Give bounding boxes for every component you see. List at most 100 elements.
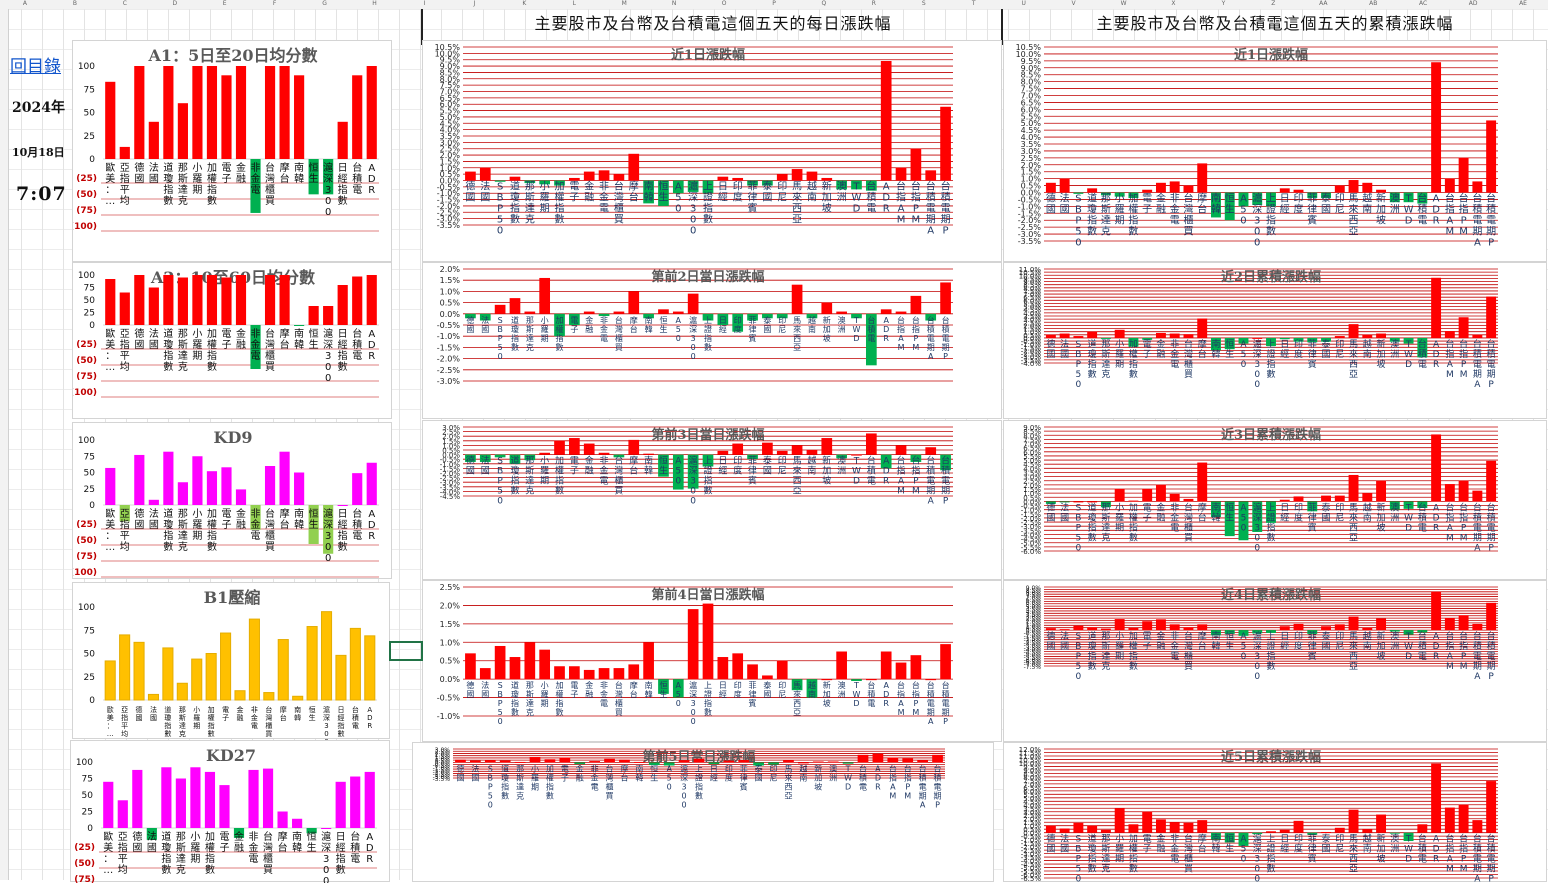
column-letter[interactable]: Y — [1221, 0, 1226, 7]
category-label: 加權指數 — [207, 328, 217, 373]
column-letter[interactable]: X — [1171, 0, 1176, 7]
bar — [732, 313, 744, 332]
column-letter[interactable]: AC — [1419, 0, 1428, 7]
bar — [827, 761, 839, 763]
chart-cum-1-panel[interactable]: 10.5% 10.0% 9.5% 9.0% 8.5% 8.0% 7.5% 7.0% 6.5% 6.… — [1003, 40, 1547, 262]
category-label: 馬來西亞 — [1349, 834, 1358, 875]
chart-daily-5-panel[interactable]: 3.0% 2.5% 2.0% 1.5% 1.0% 0.5% 0.0% -0.5% -1.0% -1… — [412, 742, 994, 882]
column-letter[interactable]: A — [22, 0, 27, 7]
column-letter[interactable]: S — [921, 0, 926, 7]
bar — [524, 180, 536, 184]
column-letter[interactable]: O — [721, 0, 727, 7]
bar — [1155, 819, 1166, 833]
column-letter[interactable]: T — [971, 0, 976, 7]
column-letter[interactable]: U — [1021, 0, 1026, 7]
bar — [250, 159, 261, 213]
column-letter[interactable]: D — [172, 0, 178, 7]
column-letter[interactable]: AD — [1468, 0, 1478, 7]
column-letter[interactable]: J — [473, 0, 476, 7]
column-letter[interactable]: AB — [1369, 0, 1378, 7]
column-letter[interactable]: P — [772, 0, 776, 7]
column-letter[interactable]: L — [572, 0, 576, 7]
y-tick-label: -2.0% — [437, 202, 461, 211]
column-letter[interactable]: H — [372, 0, 377, 7]
chart-cum-2-panel[interactable]: 11.0% 10.5% 10.0% 9.5% 9.0% 8.5% 8.0% 7.5% 7.0% 6… — [1003, 262, 1547, 419]
bar — [672, 180, 684, 194]
category-label: 金融 — [1156, 833, 1165, 855]
column-letter[interactable]: F — [272, 0, 277, 7]
category-label: 摩台 — [1198, 630, 1207, 652]
chart-cum-5-panel[interactable]: 12.0% 11.5% 11.0% 10.5% 10.0% 9.5% 9.0% 8.5% 8.0… — [1003, 742, 1547, 883]
column-letter[interactable]: K — [522, 0, 527, 7]
bar — [279, 66, 290, 159]
chart-a1-panel[interactable]: A1：5日至20日均分數 100 75 50 25 0 (25) (50) (75) (100) 歐… — [72, 40, 392, 262]
column-letter[interactable]: G — [322, 0, 327, 7]
column-letter[interactable]: AA — [1319, 0, 1328, 7]
category-label: 印度 — [1294, 833, 1303, 855]
bar — [857, 754, 869, 763]
bar — [663, 762, 675, 766]
column-letter[interactable]: M — [621, 0, 627, 7]
bar — [732, 177, 744, 181]
bar — [732, 443, 744, 455]
chart-daily-2-panel[interactable]: 2.0% 1.5% 1.0% 0.5% 0.0% -0.5% -1.0% -1.5% -2.0%… — [422, 262, 1002, 419]
y-tick-label: -3.5% — [1021, 854, 1042, 862]
bar — [465, 454, 476, 462]
y-tick-label: 10.0% — [435, 49, 461, 58]
column-letter[interactable]: AE — [1519, 0, 1527, 7]
bar — [1431, 434, 1442, 502]
column-letter[interactable]: R — [871, 0, 876, 7]
chart-daily-3-panel[interactable]: 3.0% 2.5% 2.0% 1.5% 1.0% 0.5% 0.0% -0.5% -1.0% -1… — [422, 420, 1002, 580]
chart-daily-1-panel[interactable]: 10.5% 10.0% 9.5% 9.0% 8.5% 8.0% 7.5% 7.0% 6.5% 6.… — [422, 40, 1002, 262]
bar — [1155, 182, 1166, 193]
category-label: 歐美：… — [105, 327, 115, 373]
category-label: 歐美：… — [103, 830, 113, 876]
chart-daily-4-panel[interactable]: 2.5% 2.0% 1.5% 1.0% 0.5% 0.0% -0.5% -1.0% 第前4日當日… — [422, 580, 1002, 742]
column-letter[interactable]: V — [1071, 0, 1076, 7]
category-label: 澳洲 — [829, 763, 837, 782]
category-label: 台指 P M — [1459, 630, 1468, 672]
y-tick-label: 4.5% — [440, 119, 461, 128]
bar — [235, 489, 247, 505]
chart-b1-panel[interactable]: B1壓縮 100 75 50 25 0 歐美：… 亞指平均 德國 法國 道瓊指數 那斯達克 小羅期 加權指… — [72, 582, 390, 740]
column-letter[interactable]: Z — [1271, 0, 1276, 7]
category-label: 那斯達克 — [1101, 339, 1110, 380]
column-letter[interactable]: W — [1120, 0, 1127, 7]
bar — [598, 452, 610, 455]
bar — [1293, 496, 1304, 502]
column-letter[interactable]: N — [671, 0, 677, 7]
category-label: 印尼 — [1335, 338, 1344, 360]
selected-cell[interactable] — [389, 641, 423, 661]
bar — [191, 658, 203, 701]
y-tick-label: -2.0% — [1021, 844, 1042, 852]
y-tick-label: -2.5% — [440, 475, 461, 483]
column-letter[interactable]: I — [423, 0, 426, 7]
column-letter[interactable]: Q — [821, 0, 827, 7]
chart-kd9-panel[interactable]: KD9 100 75 50 25 0 (25) (50) (75) (100) 歐美：… 亞指平均德國… — [72, 422, 392, 579]
bar — [910, 454, 922, 462]
bar — [806, 450, 818, 455]
y-tick-label: -2.5% — [1021, 519, 1042, 527]
column-letter[interactable]: E — [222, 0, 227, 7]
chart-cum-3-panel[interactable]: 9.0% 8.5% 8.0% 7.5% 7.0% 6.5% 6.0% 5.5% 5.0% 4.5%… — [1003, 420, 1547, 580]
column-letter[interactable]: C — [122, 0, 127, 7]
y-tick-label: 100 — [78, 62, 95, 72]
chart-cum-4-panel[interactable]: 9.0% 8.5% 8.0% 7.5% 7.0% 6.5% 6.0% 5.5% 5.0% 4.5%… — [1003, 580, 1547, 742]
category-label: 恒生 — [1225, 338, 1234, 360]
category-label: 德國 — [132, 830, 142, 854]
bar — [250, 505, 261, 530]
bar — [932, 754, 943, 763]
category-label: 恒生 — [1225, 192, 1235, 216]
chart-a2-panel[interactable]: A2：10至60日均分數 100 75 50 25 0 (25) (50) (75) (100) 歐… — [72, 262, 392, 419]
chart-title: KD27 — [206, 746, 256, 765]
column-letter[interactable]: B — [72, 0, 77, 7]
y-tick-label: -3.5% — [1021, 527, 1042, 535]
bar — [836, 311, 847, 314]
y-tick-label: -5.0% — [1021, 540, 1042, 548]
y-tick-label: (50) — [74, 859, 95, 869]
back-to-index-link[interactable]: 回目錄 — [10, 57, 61, 77]
chart-kd27-panel[interactable]: KD271007550250(25)(50)(75)(100)歐美：…亞指平均德… — [70, 740, 390, 883]
